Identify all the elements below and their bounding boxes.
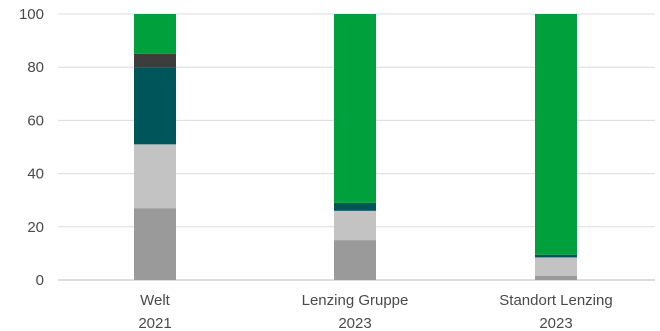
category-label: Lenzing Gruppe [302, 292, 409, 309]
bar-segment-0-3 [134, 53, 176, 68]
bar-segment-2-1 [535, 257, 577, 277]
bar-segment-2-0 [535, 276, 577, 280]
y-tick-label: 100 [19, 6, 44, 23]
category-year-label: 2021 [138, 315, 171, 331]
bar-segment-2-2 [535, 254, 577, 258]
bar-segment-0-2 [134, 67, 176, 145]
category-label: Standort Lenzing [499, 292, 612, 309]
y-tick-label: 40 [27, 166, 44, 183]
y-tick-label: 0 [36, 272, 44, 289]
bar-segment-1-0 [334, 240, 376, 280]
bar-segment-2-4 [535, 14, 577, 255]
y-axis-ticks: 0 20 40 60 80 100 [19, 6, 44, 289]
y-tick-label: 80 [27, 59, 44, 76]
bar-segment-0-4 [134, 14, 176, 54]
category-year-label: 2023 [338, 315, 371, 331]
bar-segment-1-4 [334, 14, 376, 203]
category-year-label: 2023 [539, 315, 572, 331]
bar-segment-0-0 [134, 208, 176, 280]
bar-segment-0-1 [134, 144, 176, 209]
x-axis-labels: Welt 2021 Lenzing Gruppe 2023 Standort Lenzi… [138, 292, 612, 331]
y-tick-label: 20 [27, 219, 44, 236]
bar-segment-1-2 [334, 202, 376, 211]
bars [134, 14, 577, 280]
bar-segment-1-1 [334, 210, 376, 241]
y-tick-label: 60 [27, 112, 44, 129]
category-label: Welt [140, 292, 171, 309]
